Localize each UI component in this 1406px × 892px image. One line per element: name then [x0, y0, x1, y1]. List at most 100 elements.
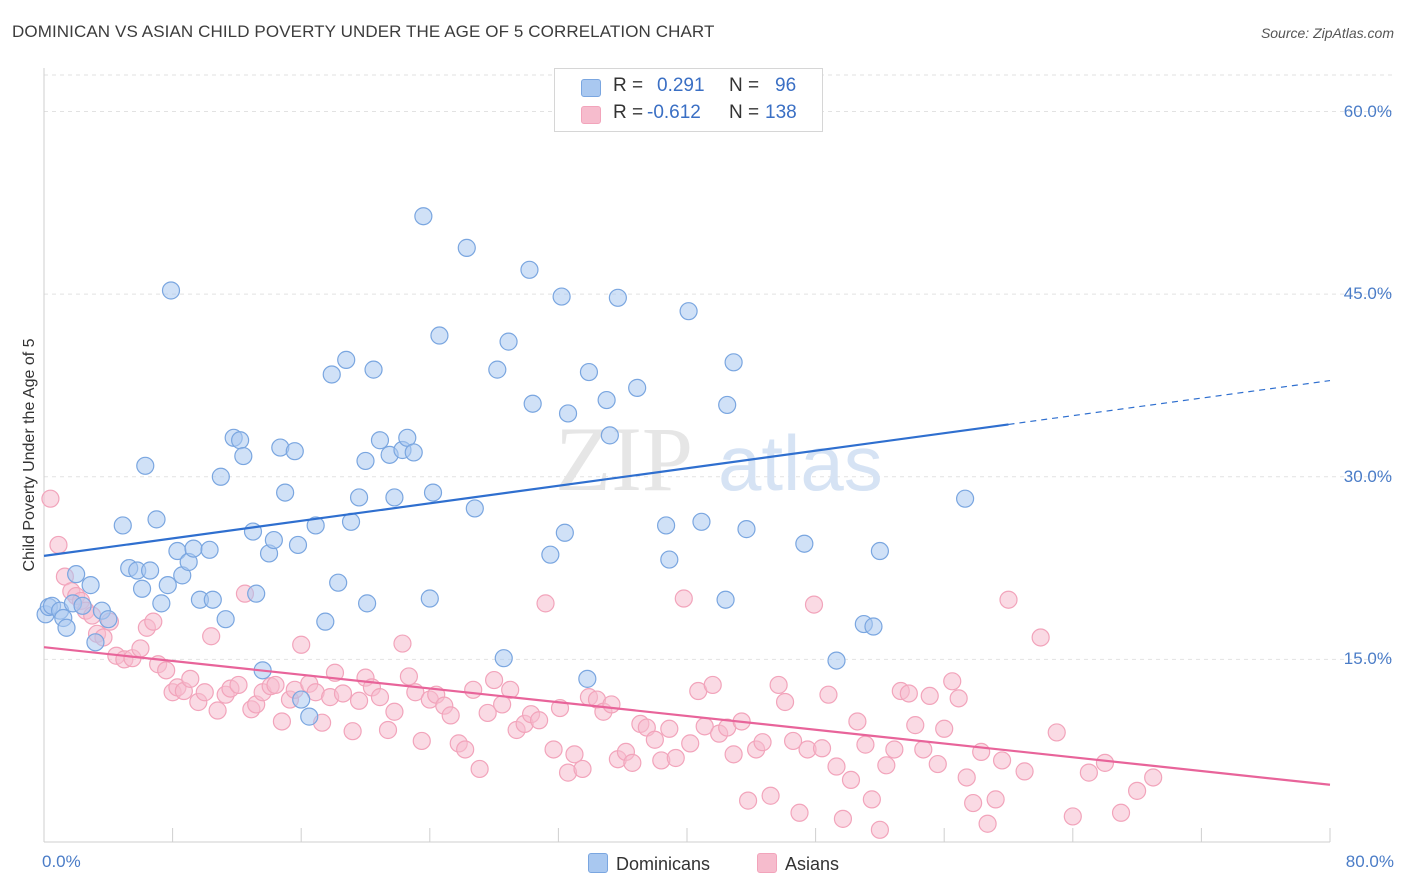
data-point [1031, 628, 1050, 647]
bottom-legend-swatch-asians [757, 853, 777, 873]
data-point [349, 488, 369, 507]
data-point [329, 573, 348, 592]
legend: R = 0.291 N = 96 R = -0.612 N = 138 [554, 68, 823, 132]
data-point [660, 550, 679, 569]
dominicans-trend-line [43, 423, 1009, 557]
data-point [49, 535, 68, 555]
data-point [202, 627, 221, 646]
data-point [67, 565, 86, 584]
data-point [1047, 723, 1066, 742]
data-point [470, 759, 489, 779]
data-point [935, 719, 954, 738]
data-point [285, 442, 304, 461]
bottom-legend-swatch-dominicans [588, 853, 608, 873]
data-point [833, 809, 853, 828]
data-point [552, 287, 571, 306]
data-point [300, 707, 319, 726]
data-point [430, 326, 449, 345]
data-point [501, 680, 520, 699]
data-point [144, 612, 163, 631]
data-point [349, 691, 369, 710]
data-point [322, 365, 341, 384]
data-point [208, 701, 227, 720]
data-point [1111, 803, 1131, 822]
data-point [544, 740, 563, 759]
data-point [414, 207, 433, 226]
data-point [457, 238, 476, 257]
data-point [1063, 807, 1082, 826]
x-tick-label: 0.0% [42, 852, 81, 871]
data-point [231, 431, 250, 450]
data-point [679, 302, 698, 321]
data-point [195, 683, 214, 702]
y-tick-label: 15.0% [1343, 649, 1392, 669]
data-point [343, 722, 362, 741]
data-point [986, 790, 1005, 809]
watermark-zip: ZIP [555, 408, 693, 510]
data-point [703, 675, 722, 695]
data-point [536, 594, 555, 613]
data-point [99, 610, 118, 629]
data-point [131, 639, 150, 658]
data-point [385, 702, 404, 721]
data-point [385, 488, 404, 507]
data-point [181, 669, 200, 688]
data-point [494, 649, 513, 668]
data-point [899, 684, 918, 703]
data-point [1079, 763, 1098, 782]
data-point [211, 467, 230, 486]
legend-n-value: 138 [765, 102, 797, 123]
data-point [992, 751, 1012, 770]
legend-r-value: 0.291 [657, 75, 705, 96]
y-tick-label: 30.0% [1343, 466, 1392, 486]
data-point [790, 803, 809, 822]
watermark: ZIP atlas [555, 408, 883, 510]
trend-lines [43, 379, 1331, 786]
data-point [337, 350, 356, 369]
data-point [949, 689, 968, 708]
data-point [136, 456, 155, 475]
data-point [465, 499, 484, 518]
legend-r-label: R = [613, 75, 644, 96]
asians-points [41, 489, 1163, 839]
data-point [657, 516, 676, 535]
data-point [464, 680, 483, 699]
data-point [456, 740, 475, 759]
data-point [716, 590, 735, 609]
legend-r-value: -0.612 [647, 102, 701, 123]
data-point [420, 589, 439, 608]
data-point [81, 576, 100, 595]
data-point [441, 706, 460, 725]
data-point [623, 753, 642, 772]
data-point [660, 719, 679, 738]
legend-swatch-asians [581, 106, 601, 124]
data-point [399, 667, 419, 686]
data-point [692, 512, 711, 531]
legend-n-value: 96 [775, 75, 797, 96]
data-point [674, 589, 693, 608]
chart-title: DOMINICAN VS ASIAN CHILD POVERTY UNDER T… [12, 22, 715, 41]
data-point [523, 394, 542, 413]
data-point [520, 260, 539, 279]
bottom-legend-dominicans: Dominicans [588, 853, 710, 875]
data-point [370, 431, 390, 450]
data-point [292, 690, 311, 709]
legend-n-label: N = [729, 102, 760, 123]
data-point [862, 790, 881, 809]
data-point [1127, 781, 1147, 800]
data-point [737, 520, 756, 539]
data-point [724, 745, 743, 764]
data-point [229, 675, 248, 695]
data-point [579, 362, 599, 382]
data-point [41, 489, 60, 508]
data-point [1144, 768, 1163, 787]
data-point [358, 594, 377, 613]
data-point [964, 793, 983, 813]
data-point [775, 692, 795, 712]
data-point [957, 768, 976, 787]
data-point [819, 685, 838, 704]
data-point [184, 539, 203, 558]
data-point [530, 711, 549, 730]
data-point [412, 731, 431, 751]
data-point [147, 510, 166, 529]
